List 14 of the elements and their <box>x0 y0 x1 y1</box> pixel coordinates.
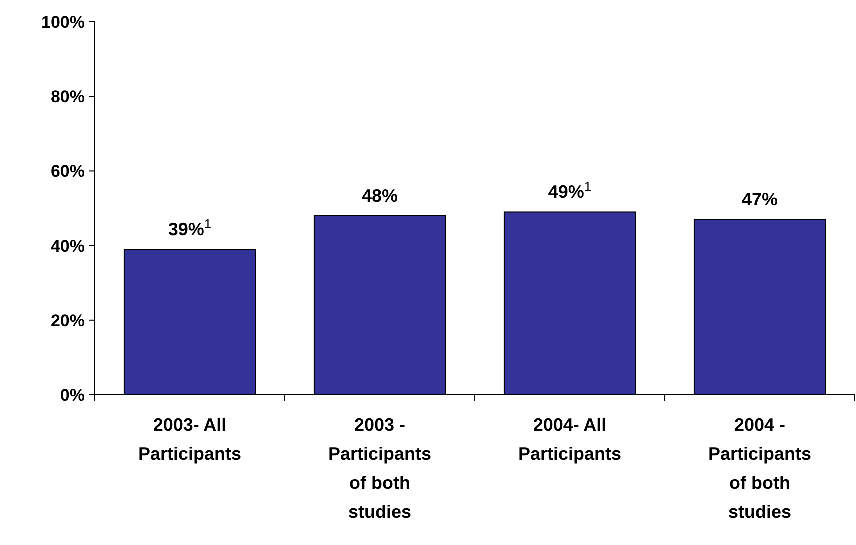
data-label: 48% <box>362 186 398 206</box>
y-tick-label: 20% <box>50 311 85 330</box>
y-tick-label: 60% <box>50 162 85 182</box>
data-label: 49%$^{1}$ <box>548 178 592 202</box>
y-tick-label: 80% <box>50 88 85 107</box>
y-tick-label: 40% <box>50 236 85 256</box>
data-label: 47% <box>742 190 778 210</box>
x-tick-label: 2004- All Participants <box>518 415 622 464</box>
y-tick-label: 100% <box>42 12 85 32</box>
data-label: 39%$^{1}$ <box>168 216 212 240</box>
x-tick-label: 2004 - Participants of both studies <box>708 415 812 522</box>
y-tick-label: 0% <box>60 386 85 405</box>
x-tick-label: 2003 - Participants of both studies <box>328 415 432 522</box>
x-tick-label: 2003- All Participants <box>138 415 242 464</box>
